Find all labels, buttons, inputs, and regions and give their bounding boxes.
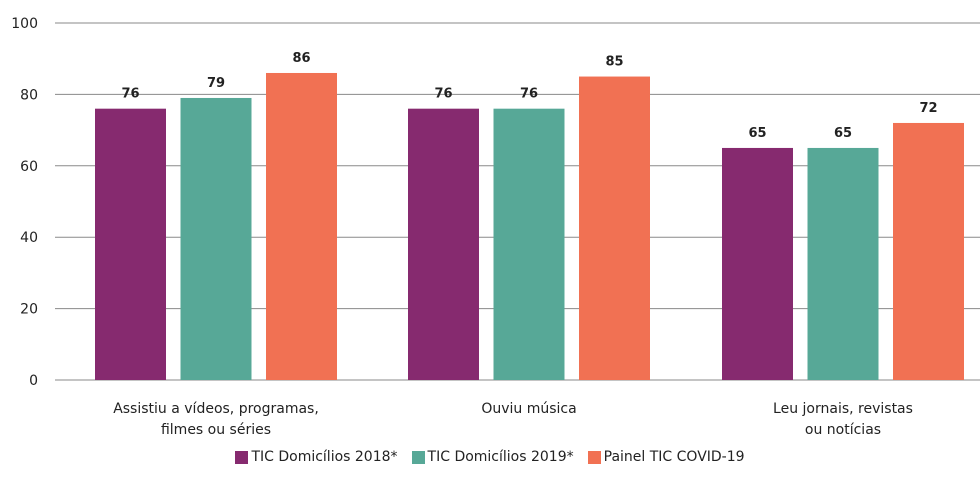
- x-tick-label: ou notícias: [805, 422, 881, 438]
- bar: [408, 109, 479, 380]
- legend-item: TIC Domicílios 2019*: [412, 449, 574, 465]
- y-tick-label: 80: [20, 87, 38, 103]
- x-axis-labels: Assistiu a vídeos, programas, filmes ou s…: [113, 401, 913, 438]
- legend-swatch: [412, 451, 425, 464]
- data-label: 76: [520, 87, 538, 102]
- data-label: 65: [834, 126, 852, 141]
- y-tick-label: 0: [29, 373, 38, 389]
- x-tick-label: Leu jornais, revistas: [773, 401, 913, 417]
- y-tick-label: 60: [20, 159, 38, 175]
- bar: [808, 148, 879, 380]
- legend: TIC Domicílios 2018* TIC Domicílios 2019*…: [0, 449, 980, 465]
- x-tick-label: filmes ou séries: [161, 422, 271, 438]
- bar: [494, 109, 565, 380]
- y-tick-label: 40: [20, 230, 38, 246]
- bar: [181, 98, 252, 380]
- bars: [95, 73, 964, 380]
- legend-label: TIC Domicílios 2019*: [428, 449, 574, 465]
- data-label: 65: [748, 126, 766, 141]
- y-tick-label: 20: [20, 302, 38, 318]
- legend-item: Painel TIC COVID-19: [588, 449, 745, 465]
- bar: [579, 77, 650, 380]
- bar: [95, 109, 166, 380]
- legend-label: TIC Domicílios 2018*: [251, 449, 397, 465]
- data-label: 86: [292, 51, 310, 66]
- x-tick-label: Assistiu a vídeos, programas,: [113, 401, 319, 417]
- legend-label: Painel TIC COVID-19: [604, 449, 745, 465]
- legend-swatch: [588, 451, 601, 464]
- bar: [266, 73, 337, 380]
- data-label: 79: [207, 76, 225, 91]
- data-label: 85: [605, 55, 623, 70]
- y-axis-ticks: 0 20 40 60 80 100: [11, 16, 38, 389]
- data-label: 72: [919, 101, 937, 116]
- data-label: 76: [434, 87, 452, 102]
- legend-swatch: [235, 451, 248, 464]
- y-tick-label: 100: [11, 16, 38, 32]
- bar: [722, 148, 793, 380]
- x-tick-label: Ouviu música: [481, 401, 576, 417]
- legend-item: TIC Domicílios 2018*: [235, 449, 397, 465]
- bar: [893, 123, 964, 380]
- data-label: 76: [121, 87, 139, 102]
